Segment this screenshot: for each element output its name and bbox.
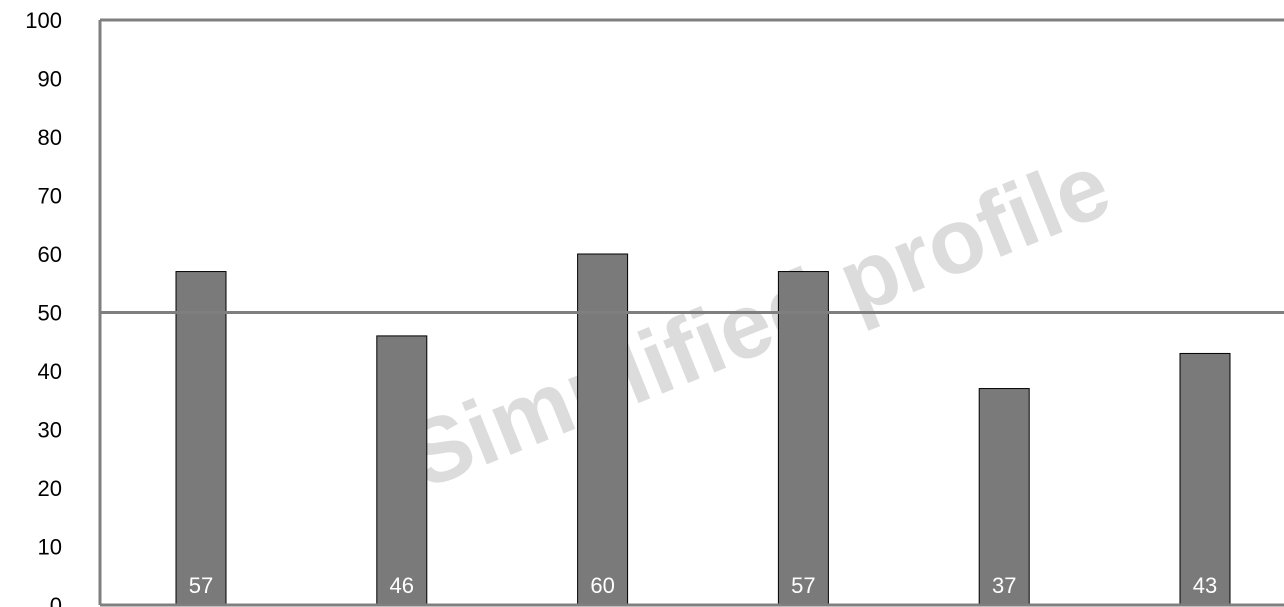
bar-value-label: 57 [791,573,815,598]
y-tick-label: 50 [38,301,62,326]
bar [175,271,227,606]
y-tick-label: 0 [50,593,62,607]
bar-value-label: 60 [590,573,614,598]
y-tick-label: 30 [38,418,62,443]
bar [777,271,829,606]
y-tick-label: 90 [38,67,62,92]
y-tick-label: 100 [25,8,62,33]
bar-value-label: 37 [992,573,1016,598]
bar-value-label: 43 [1193,573,1217,598]
y-tick-label: 10 [38,535,62,560]
bar [1179,352,1231,606]
y-tick-label: 80 [38,125,62,150]
y-tick-label: 70 [38,184,62,209]
labels-layer: 0 10 20 30 40 50 60 70 80 90 100 57 46 60 57 37 43 [25,8,1217,607]
y-tick-label: 60 [38,242,62,267]
y-tick-label: 40 [38,359,62,384]
y-tick-label: 20 [38,476,62,501]
axis-layer [98,18,1284,607]
bar [376,335,428,606]
bar-value-label: 57 [189,573,213,598]
bar-value-label: 46 [390,573,414,598]
bar [577,253,629,606]
